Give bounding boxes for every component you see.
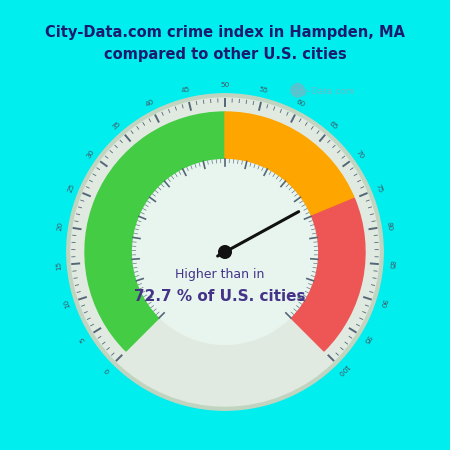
Text: 75: 75 <box>374 183 383 194</box>
Wedge shape <box>290 198 365 351</box>
Text: 90: 90 <box>379 298 388 309</box>
Text: 0: 0 <box>104 366 111 374</box>
Text: 65: 65 <box>328 120 339 130</box>
Text: City-Data.com: City-Data.com <box>291 86 356 95</box>
Text: 10: 10 <box>62 298 71 309</box>
Text: 85: 85 <box>388 260 395 270</box>
Wedge shape <box>85 112 225 351</box>
Text: 45: 45 <box>181 86 191 94</box>
Text: 95: 95 <box>362 333 372 345</box>
Circle shape <box>219 246 231 258</box>
Circle shape <box>67 94 383 410</box>
Text: 30: 30 <box>85 148 95 160</box>
Text: compared to other U.S. cities: compared to other U.S. cities <box>104 47 346 62</box>
Text: 80: 80 <box>386 221 393 231</box>
Text: 20: 20 <box>57 221 64 231</box>
Circle shape <box>71 98 379 406</box>
Wedge shape <box>225 112 354 216</box>
Text: 55: 55 <box>259 86 269 94</box>
Text: 50: 50 <box>220 82 230 88</box>
Text: 60: 60 <box>295 99 306 108</box>
Text: City-Data.com crime index in Hampden, MA: City-Data.com crime index in Hampden, MA <box>45 25 405 40</box>
Text: 40: 40 <box>144 99 155 108</box>
Text: 5: 5 <box>79 336 87 342</box>
Text: 100: 100 <box>336 363 350 377</box>
Text: Higher than in: Higher than in <box>175 268 264 281</box>
Text: 72.7 % of U.S. cities: 72.7 % of U.S. cities <box>134 289 305 304</box>
Text: 15: 15 <box>55 260 62 270</box>
Text: 70: 70 <box>355 148 365 160</box>
Circle shape <box>133 160 317 344</box>
Circle shape <box>291 84 305 97</box>
Text: 35: 35 <box>111 120 122 130</box>
Text: 25: 25 <box>67 183 76 194</box>
